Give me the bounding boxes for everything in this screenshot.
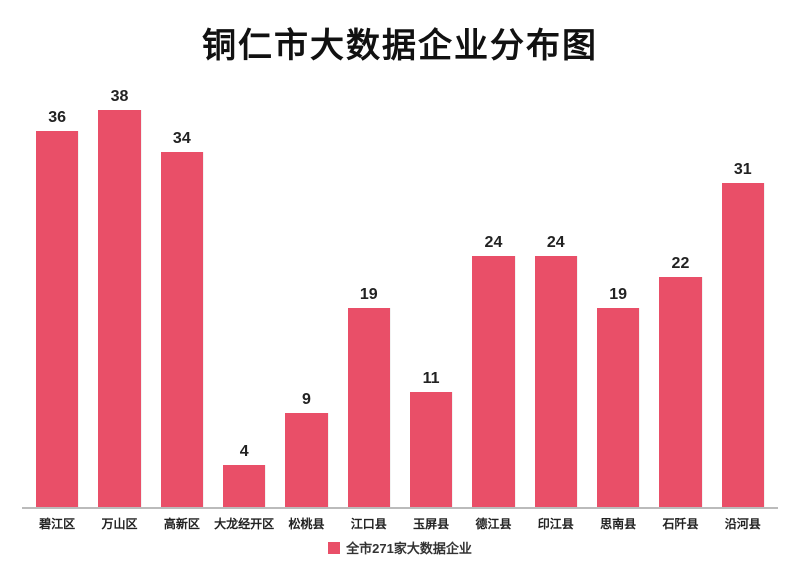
bar-value-label: 19 (609, 286, 627, 304)
bar: 24 (535, 256, 577, 507)
bar-slot: 19 (587, 89, 649, 507)
bar-slot: 22 (649, 89, 711, 507)
x-axis-label: 印江县 (525, 515, 587, 532)
bar-slot: 38 (88, 89, 150, 507)
bar-value-label: 4 (240, 443, 249, 461)
bar-slot: 36 (26, 89, 88, 507)
bar-value-label: 22 (672, 255, 690, 273)
bar-slot: 34 (151, 89, 213, 507)
x-axis-label: 江口县 (338, 515, 400, 532)
x-axis-label: 思南县 (587, 515, 649, 532)
bar-value-label: 9 (302, 391, 311, 409)
bar-slot: 19 (338, 89, 400, 507)
bar: 19 (597, 308, 639, 507)
x-axis-label: 万山区 (88, 515, 150, 532)
plot-area: 3638344919112424192231 (22, 89, 778, 509)
x-axis-label: 玉屏县 (400, 515, 462, 532)
x-axis-label: 松桃县 (275, 515, 337, 532)
bar-slot: 9 (275, 89, 337, 507)
legend: 全市271家大数据企业 (22, 538, 778, 557)
chart-title: 铜仁市大数据企业分布图 (22, 18, 778, 67)
bar-value-label: 34 (173, 130, 191, 148)
bar-slot: 24 (462, 89, 524, 507)
bar-value-label: 36 (48, 109, 66, 127)
bar: 36 (36, 131, 78, 507)
x-axis-label: 沿河县 (712, 515, 774, 532)
bar: 4 (223, 465, 265, 507)
bar: 31 (722, 183, 764, 507)
bars-container: 3638344919112424192231 (22, 89, 778, 507)
x-axis-labels: 碧江区万山区高新区大龙经开区松桃县江口县玉屏县德江县印江县思南县石阡县沿河县 (22, 509, 778, 532)
bar: 34 (161, 152, 203, 507)
bar: 9 (285, 413, 327, 507)
x-axis-label: 大龙经开区 (213, 515, 275, 532)
bar-value-label: 38 (111, 88, 129, 106)
x-axis-label: 高新区 (151, 515, 213, 532)
bar-value-label: 24 (547, 234, 565, 252)
bar: 24 (472, 256, 514, 507)
bar-value-label: 11 (423, 370, 440, 388)
bar: 38 (98, 110, 140, 507)
bar-slot: 24 (525, 89, 587, 507)
bar-value-label: 31 (734, 161, 752, 179)
x-axis-label: 德江县 (462, 515, 524, 532)
x-axis-label: 石阡县 (649, 515, 711, 532)
bar: 11 (410, 392, 452, 507)
bar: 22 (659, 277, 701, 507)
bar-slot: 4 (213, 89, 275, 507)
bar-slot: 31 (712, 89, 774, 507)
bar-value-label: 24 (485, 234, 503, 252)
legend-label: 全市271家大数据企业 (346, 538, 472, 557)
bar-value-label: 19 (360, 286, 378, 304)
legend-swatch (328, 542, 340, 554)
bar-slot: 11 (400, 89, 462, 507)
bar: 19 (348, 308, 390, 507)
x-axis-label: 碧江区 (26, 515, 88, 532)
